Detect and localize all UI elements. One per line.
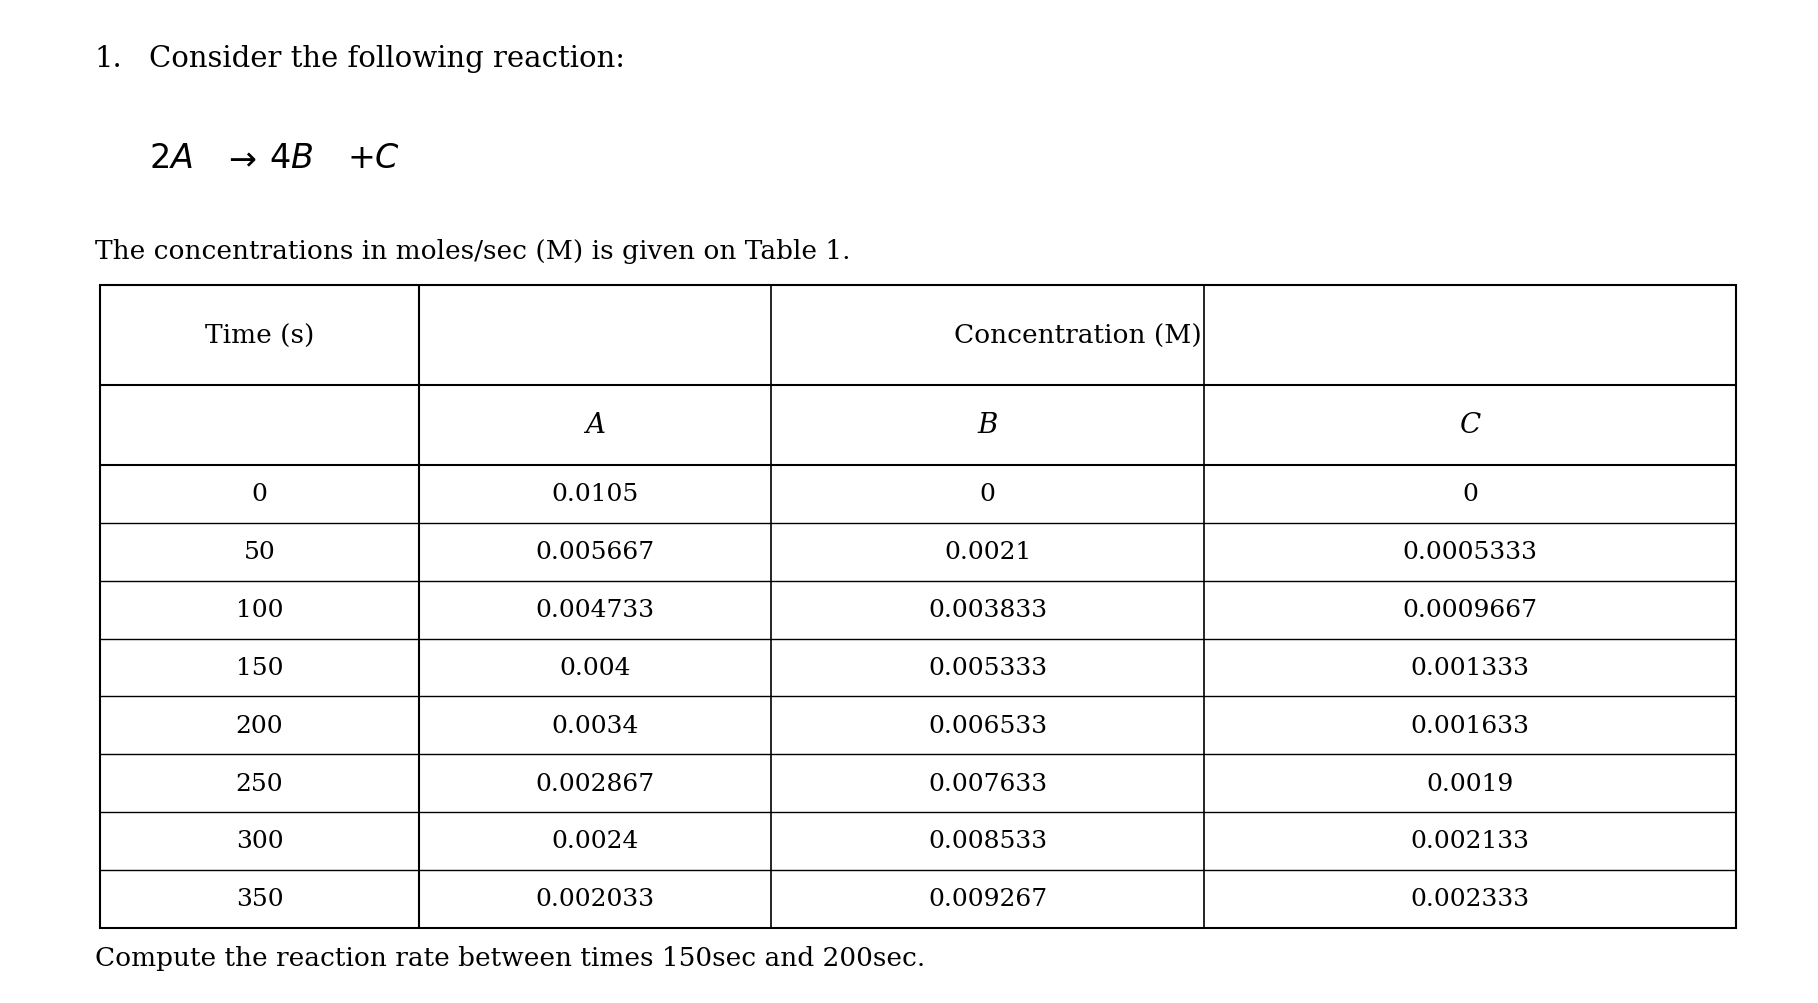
Text: 1.: 1. bbox=[95, 45, 122, 73]
Text: 200: 200 bbox=[236, 714, 284, 737]
Text: 0.002033: 0.002033 bbox=[534, 888, 654, 911]
Text: $\rightarrow$: $\rightarrow$ bbox=[222, 142, 256, 176]
Bar bbox=[100, 286, 1736, 928]
Text: 300: 300 bbox=[236, 829, 284, 853]
Text: 50: 50 bbox=[244, 541, 275, 564]
Text: 0.009267: 0.009267 bbox=[927, 888, 1047, 911]
Text: 250: 250 bbox=[236, 772, 284, 794]
Text: A: A bbox=[585, 412, 605, 439]
Text: 0: 0 bbox=[1462, 483, 1478, 506]
Text: B: B bbox=[978, 412, 998, 439]
Text: Concentration (M): Concentration (M) bbox=[954, 323, 1202, 348]
Text: 0.002333: 0.002333 bbox=[1411, 888, 1531, 911]
Text: 0.004733: 0.004733 bbox=[534, 599, 654, 622]
Text: 0.0005333: 0.0005333 bbox=[1403, 541, 1538, 564]
Text: 0.003833: 0.003833 bbox=[927, 599, 1047, 622]
Text: The concentrations in moles/sec (M) is given on Table 1.: The concentrations in moles/sec (M) is g… bbox=[95, 239, 851, 264]
Text: $\mathbf{\mathit{2A}}$: $\mathbf{\mathit{2A}}$ bbox=[149, 142, 193, 175]
Text: $\mathbf{\mathit{4B}}$: $\mathbf{\mathit{4B}}$ bbox=[269, 142, 313, 175]
Text: Compute the reaction rate between times 150sec and 200sec.: Compute the reaction rate between times … bbox=[95, 945, 925, 970]
Text: 0.0019: 0.0019 bbox=[1427, 772, 1514, 794]
Text: 0.0034: 0.0034 bbox=[551, 714, 638, 737]
Text: $\mathbf{\mathit{+C}}$: $\mathbf{\mathit{+C}}$ bbox=[347, 142, 400, 175]
Text: 0.001633: 0.001633 bbox=[1411, 714, 1529, 737]
Text: 100: 100 bbox=[236, 599, 284, 622]
Text: 0.001333: 0.001333 bbox=[1411, 656, 1529, 679]
Text: 0.002133: 0.002133 bbox=[1411, 829, 1529, 853]
Text: Consider the following reaction:: Consider the following reaction: bbox=[149, 45, 625, 73]
Text: 0.0009667: 0.0009667 bbox=[1403, 599, 1538, 622]
Text: 0.0024: 0.0024 bbox=[551, 829, 638, 853]
Text: 0: 0 bbox=[980, 483, 996, 506]
Text: 0.002867: 0.002867 bbox=[534, 772, 654, 794]
Text: 0.0021: 0.0021 bbox=[944, 541, 1031, 564]
Text: 0.008533: 0.008533 bbox=[927, 829, 1047, 853]
Text: C: C bbox=[1460, 412, 1482, 439]
Text: 150: 150 bbox=[236, 656, 284, 679]
Text: 0.005333: 0.005333 bbox=[927, 656, 1047, 679]
Text: Time (s): Time (s) bbox=[205, 323, 315, 348]
Text: 0.004: 0.004 bbox=[560, 656, 631, 679]
Text: 0: 0 bbox=[251, 483, 267, 506]
Text: 0.0105: 0.0105 bbox=[551, 483, 638, 506]
Text: 0.007633: 0.007633 bbox=[927, 772, 1047, 794]
Text: 350: 350 bbox=[236, 888, 284, 911]
Text: 0.006533: 0.006533 bbox=[927, 714, 1047, 737]
Text: 0.005667: 0.005667 bbox=[534, 541, 654, 564]
